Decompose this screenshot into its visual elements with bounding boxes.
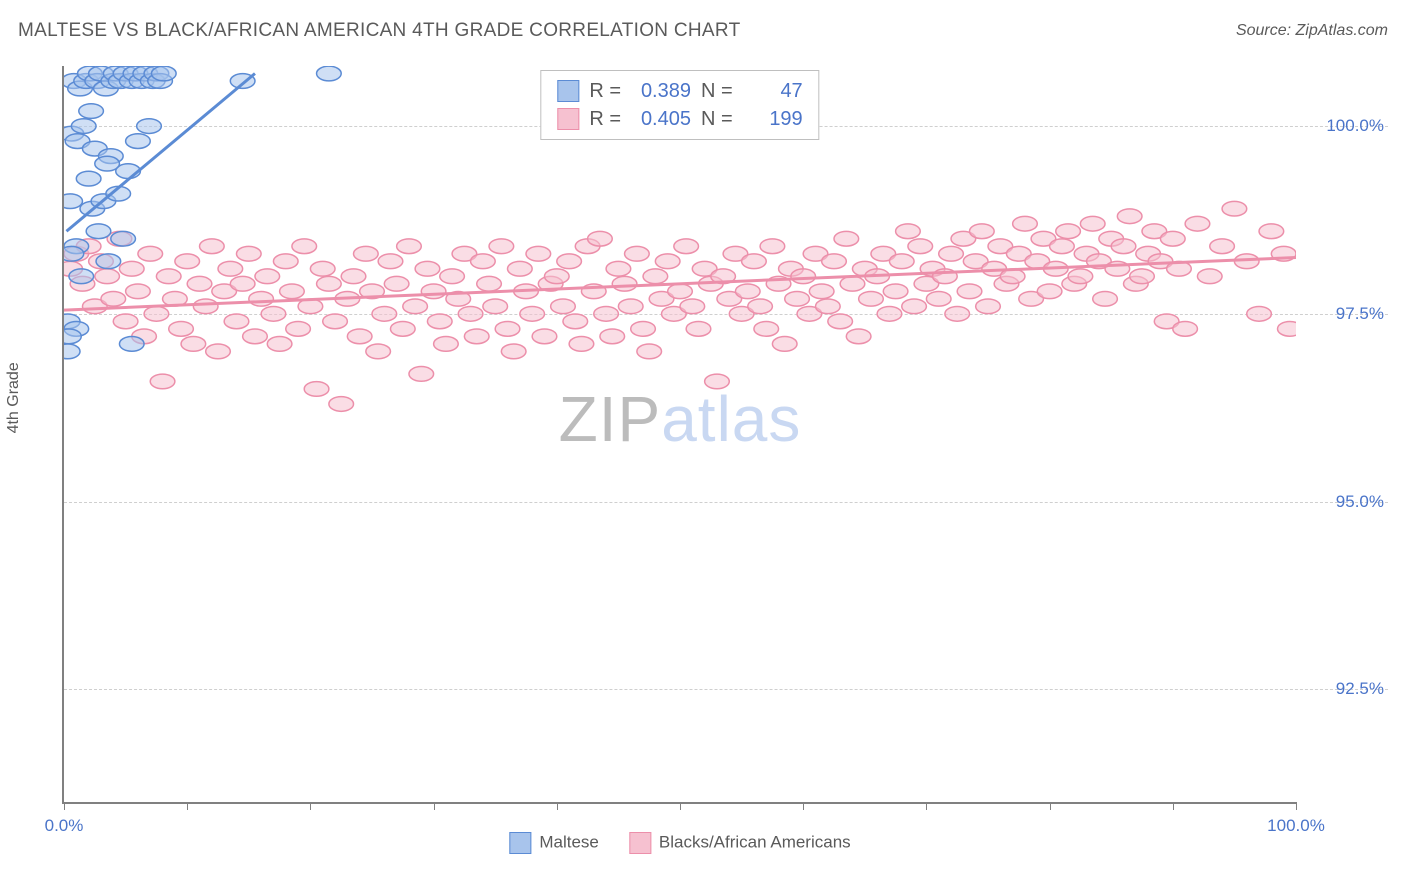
chart-area: 4th Grade ZIPatlas R = 0.389 N = 47 R = … <box>18 58 1388 862</box>
y-tick-label: 97.5% <box>1336 304 1384 324</box>
x-tick-label: 100.0% <box>1267 816 1325 836</box>
legend-bottom: Maltese Blacks/African Americans <box>509 832 850 854</box>
legend-bottom-label-0: Maltese <box>539 832 599 851</box>
legend-bottom-item-0: Maltese <box>509 832 599 854</box>
legend-n-label: N = <box>701 105 733 133</box>
y-tick-label: 95.0% <box>1336 492 1384 512</box>
legend-stats: R = 0.389 N = 47 R = 0.405 N = 199 <box>540 70 819 140</box>
legend-n-value-0: 47 <box>743 77 803 105</box>
x-tick <box>434 802 435 810</box>
legend-stats-row-0: R = 0.389 N = 47 <box>557 77 802 105</box>
x-tick-label: 0.0% <box>45 816 84 836</box>
y-axis-label: 4th Grade <box>5 362 23 433</box>
x-tick <box>1050 802 1051 810</box>
legend-r-value-1: 0.405 <box>631 105 691 133</box>
legend-r-value-0: 0.389 <box>631 77 691 105</box>
chart-header: MALTESE VS BLACK/AFRICAN AMERICAN 4TH GR… <box>0 0 1406 52</box>
legend-bottom-swatch-0 <box>509 832 531 854</box>
x-tick <box>926 802 927 810</box>
legend-bottom-swatch-1 <box>629 832 651 854</box>
legend-swatch-0 <box>557 80 579 102</box>
chart-source: Source: ZipAtlas.com <box>1236 22 1388 40</box>
legend-r-label: R = <box>589 77 621 105</box>
x-tick <box>64 802 65 810</box>
plot-region: ZIPatlas R = 0.389 N = 47 R = 0.405 N = … <box>62 66 1296 804</box>
legend-swatch-1 <box>557 108 579 130</box>
x-tick <box>803 802 804 810</box>
y-tick-label: 92.5% <box>1336 679 1384 699</box>
y-tick-label: 100.0% <box>1326 116 1384 136</box>
legend-bottom-label-1: Blacks/African Americans <box>659 832 851 851</box>
x-tick <box>1173 802 1174 810</box>
x-tick <box>557 802 558 810</box>
x-tick <box>680 802 681 810</box>
legend-r-label: R = <box>589 105 621 133</box>
legend-bottom-item-1: Blacks/African Americans <box>629 832 851 854</box>
x-tick <box>310 802 311 810</box>
chart-title: MALTESE VS BLACK/AFRICAN AMERICAN 4TH GR… <box>18 20 741 42</box>
legend-n-value-1: 199 <box>743 105 803 133</box>
legend-stats-row-1: R = 0.405 N = 199 <box>557 105 802 133</box>
legend-n-label: N = <box>701 77 733 105</box>
x-tick <box>1296 802 1297 810</box>
trend-lines <box>64 66 1296 802</box>
x-tick <box>187 802 188 810</box>
